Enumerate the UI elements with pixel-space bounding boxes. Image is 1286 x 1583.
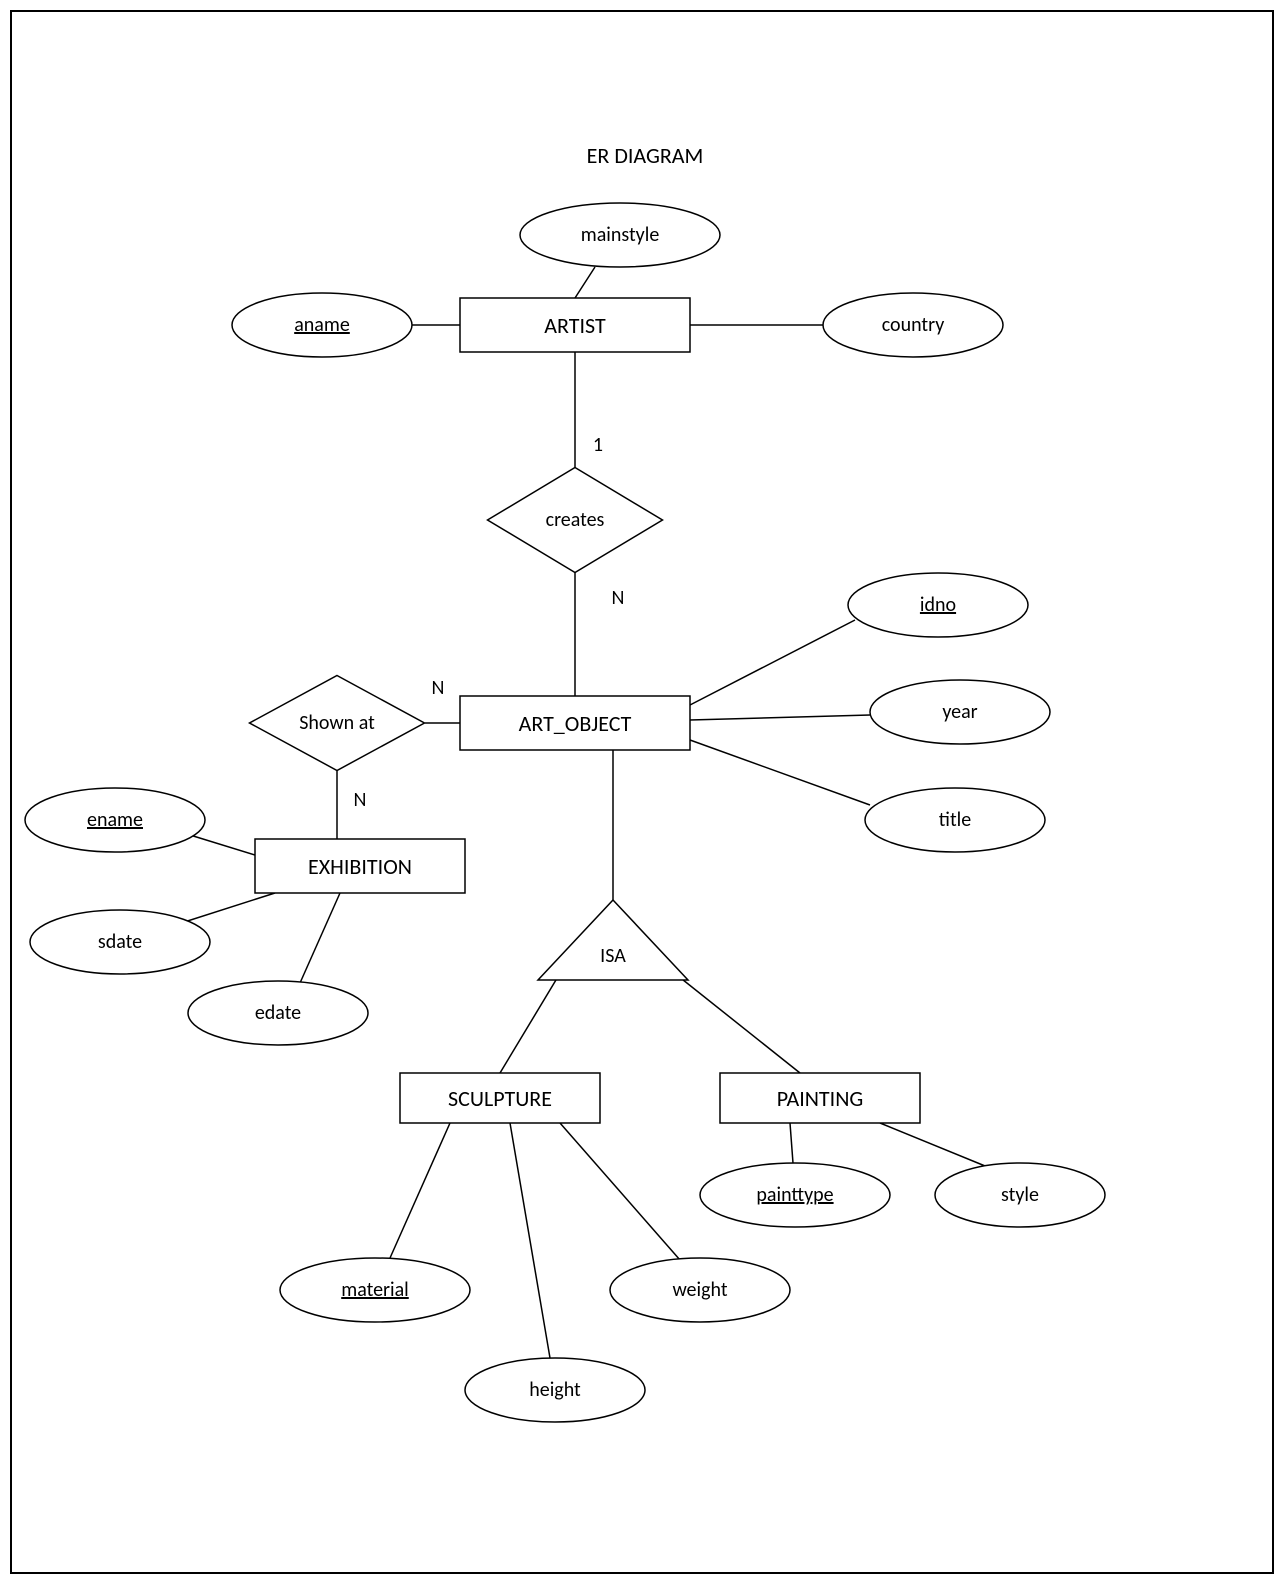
edge-sculpture-height: [510, 1123, 550, 1358]
attr-painttype-label: painttype: [700, 1175, 890, 1215]
relationship-creates-label: creates: [488, 500, 663, 540]
edge-exhibition-edate: [300, 893, 340, 983]
cardinality-0: 1: [583, 425, 613, 465]
entity-painting-label: PAINTING: [720, 1076, 920, 1120]
edge-exhibition-sdate: [175, 893, 275, 925]
edge-art_object-title: [690, 740, 870, 805]
edge-art_object-idno: [690, 620, 855, 705]
attr-material-label: material: [280, 1270, 470, 1310]
attr-mainstyle-label: mainstyle: [520, 215, 720, 255]
attr-weight-label: weight: [610, 1270, 790, 1310]
edge-painting-painttype: [790, 1123, 793, 1163]
cardinality-3: N: [345, 780, 375, 820]
attr-idno-label: idno: [848, 585, 1028, 625]
diagram-title: ER DIAGRAM: [495, 133, 795, 177]
edge-art_object-year: [690, 715, 870, 720]
entity-artist-label: ARTIST: [460, 303, 690, 347]
cardinality-2: N: [423, 668, 453, 708]
attr-title-label: title: [865, 800, 1045, 840]
attr-aname-label: aname: [232, 305, 412, 345]
edge-sculpture-weight: [560, 1123, 680, 1260]
er-diagram-canvas: ER DIAGRAM ARTIST ART_OBJECT EXHIBITION SCUL…: [0, 0, 1286, 1583]
attr-country-label: country: [823, 305, 1003, 345]
entity-art_object-label: ART_OBJECT: [460, 701, 690, 745]
attr-year-label: year: [870, 692, 1050, 732]
edge-painting-style: [880, 1123, 990, 1168]
isa-label: ISA: [563, 936, 663, 976]
entity-sculpture-label: SCULPTURE: [400, 1076, 600, 1120]
entity-exhibition-label: EXHIBITION: [255, 844, 465, 888]
edge-artist-mainstyle: [575, 267, 595, 298]
attr-style-label: style: [935, 1175, 1105, 1215]
attr-sdate-label: sdate: [30, 922, 210, 962]
attr-height-label: height: [465, 1370, 645, 1410]
edge-sculpture-material: [390, 1123, 450, 1258]
cardinality-1: N: [603, 578, 633, 618]
relationship-shown_at-label: Shown at: [250, 703, 425, 743]
attr-ename-label: ename: [25, 800, 205, 840]
attr-edate-label: edate: [188, 993, 368, 1033]
